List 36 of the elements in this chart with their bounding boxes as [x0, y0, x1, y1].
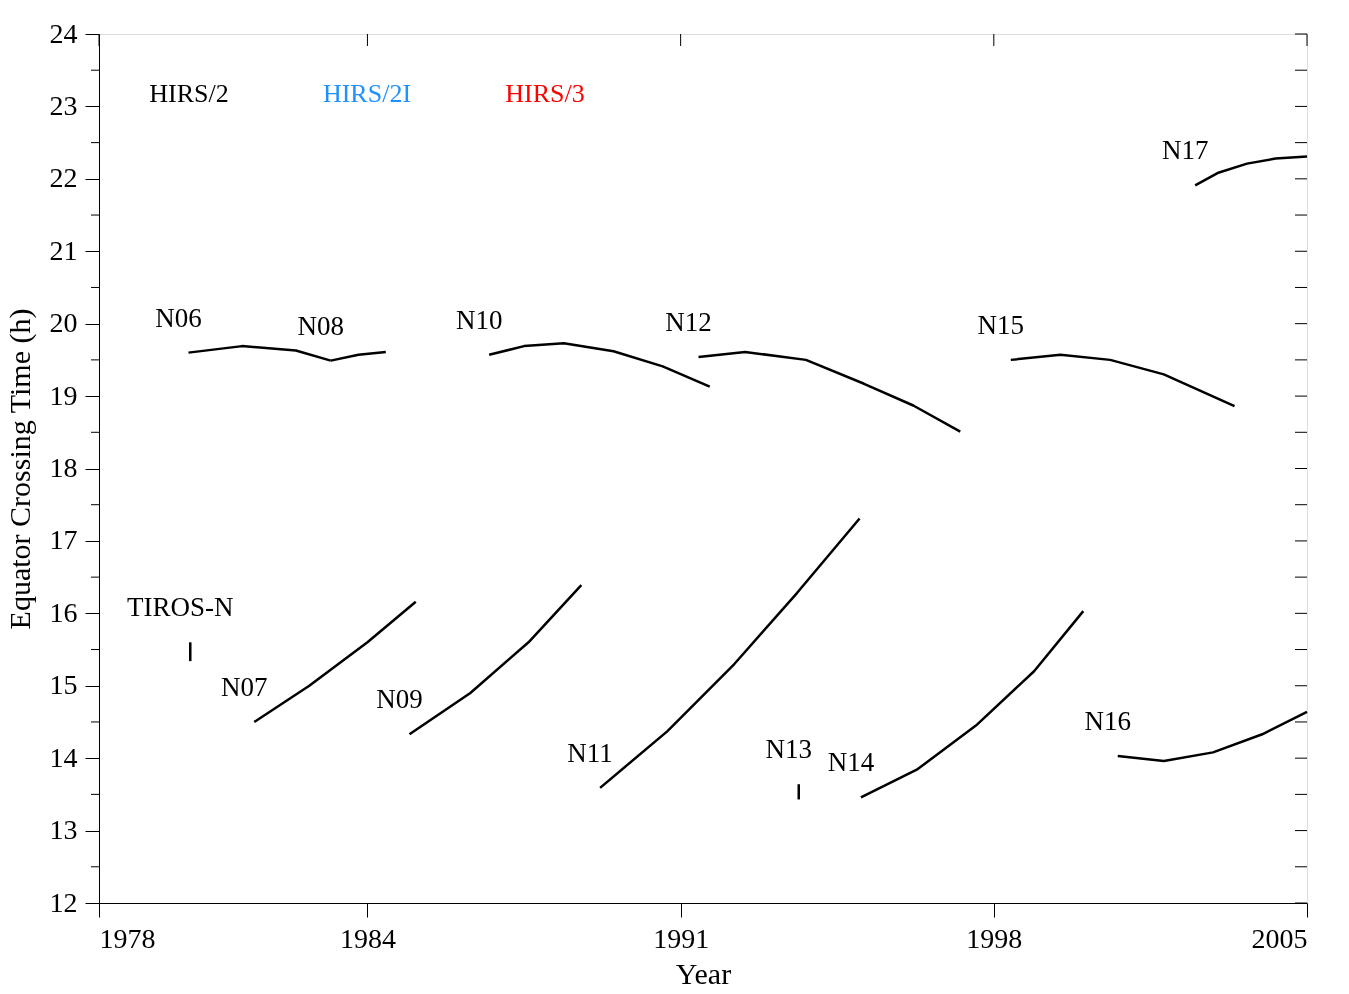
- y-tick-label: 21: [49, 234, 78, 266]
- series-label: N11: [567, 737, 613, 768]
- y-axis-title: Equator Crossing Time (h): [2, 308, 37, 630]
- y-tick-label: 12: [49, 886, 78, 918]
- y-tick-label: 13: [49, 814, 78, 846]
- legend-label: HIRS/2: [149, 79, 229, 108]
- series-label: N10: [455, 304, 503, 335]
- y-tick-label: 17: [49, 524, 78, 556]
- x-tick-label: 1991: [653, 922, 710, 954]
- legend-label: HIRS/3: [505, 79, 585, 108]
- y-tick-label: 16: [49, 596, 78, 628]
- y-tick-label: 15: [49, 669, 78, 701]
- series-label: N15: [977, 309, 1025, 340]
- y-tick-label: 19: [49, 379, 78, 411]
- series-label: N06: [155, 302, 202, 333]
- y-tick-label: 18: [49, 452, 78, 483]
- y-tick-label: 24: [49, 17, 78, 49]
- x-tick-label: 1978: [99, 922, 156, 954]
- series-label: N07: [221, 671, 268, 702]
- series-label: N17: [1161, 135, 1209, 166]
- series-label: N16: [1084, 705, 1131, 736]
- x-tick-label: 1984: [339, 922, 396, 954]
- y-tick-label: 22: [49, 162, 78, 194]
- x-tick-label: 1998: [966, 922, 1023, 954]
- y-tick-label: 20: [49, 307, 78, 339]
- series-label: N08: [297, 310, 345, 341]
- legend-label: HIRS/2I: [322, 79, 412, 108]
- x-axis-title: Year: [675, 956, 732, 990]
- series-label: N09: [376, 684, 423, 715]
- series-label: N14: [827, 747, 875, 778]
- y-tick-label: 14: [49, 741, 78, 773]
- y-tick-label: 23: [49, 89, 78, 121]
- series-label: N12: [665, 306, 712, 337]
- series-label: TIROS-N: [127, 592, 234, 623]
- x-tick-label: 2005: [1251, 922, 1308, 954]
- series-label: N13: [765, 734, 812, 765]
